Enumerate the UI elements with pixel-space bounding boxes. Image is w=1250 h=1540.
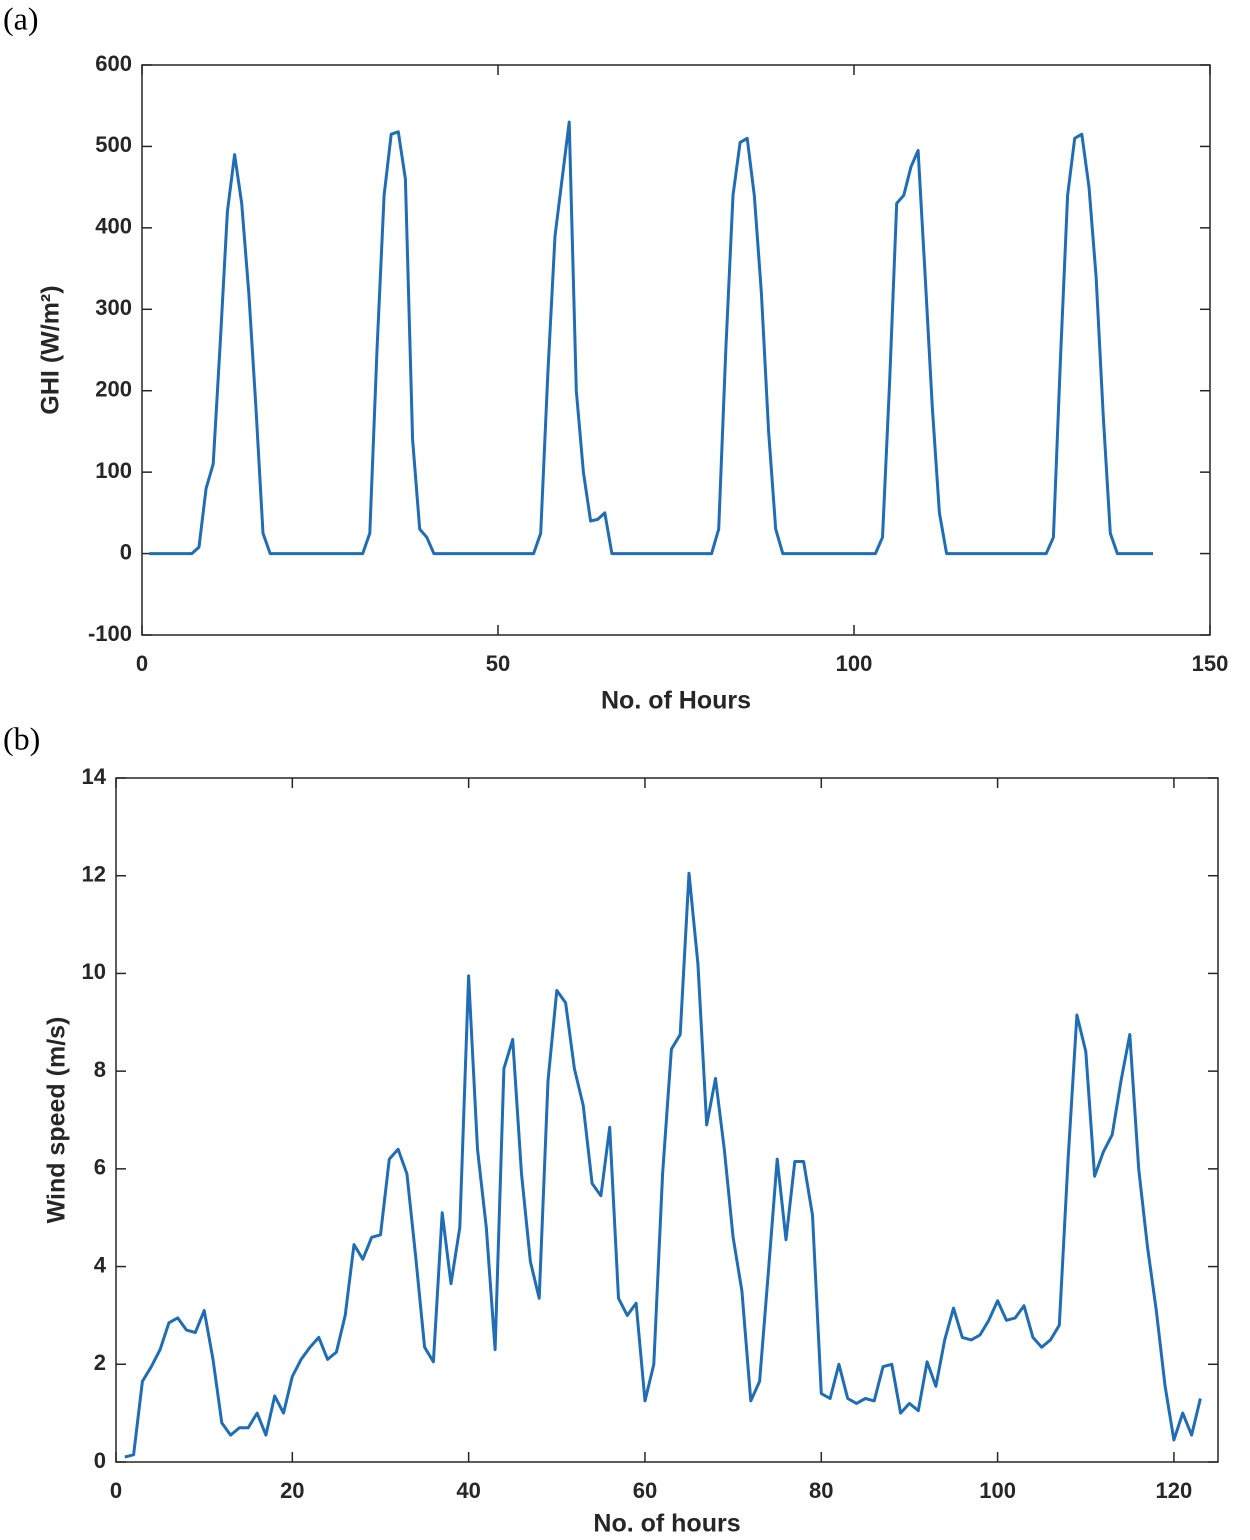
y-tick-label: 200 — [95, 377, 132, 402]
y-tick-label: 12 — [82, 862, 106, 887]
x-tick-label: 80 — [809, 1478, 833, 1503]
panel-label: (a) — [3, 0, 39, 36]
y-tick-label: 2 — [94, 1350, 106, 1375]
y-tick-label: 400 — [95, 214, 132, 239]
y-tick-label: 300 — [95, 295, 132, 320]
y-tick-label: 0 — [94, 1448, 106, 1473]
y-tick-label: 14 — [82, 764, 107, 789]
y-tick-label: 10 — [82, 959, 106, 984]
x-tick-label: 50 — [486, 651, 510, 676]
data-line — [124, 871, 1202, 1459]
y-tick-label: 6 — [94, 1155, 106, 1180]
y-tick-label: 600 — [95, 51, 132, 76]
x-tick-label: 150 — [1192, 651, 1229, 676]
y-tick-label: 4 — [94, 1252, 107, 1277]
x-axis-label: No. of Hours — [601, 687, 751, 715]
y-axis-label: Wind speed (m/s) — [43, 1017, 71, 1224]
y-tick-label: 8 — [94, 1057, 106, 1082]
x-axis-label: No. of hours — [593, 1510, 740, 1538]
y-tick-label: 500 — [95, 132, 132, 157]
axes-box — [141, 64, 1211, 636]
data-line — [149, 120, 1153, 556]
x-tick-label: 60 — [633, 1478, 657, 1503]
x-tick-label: 20 — [280, 1478, 304, 1503]
y-tick-label: -100 — [88, 621, 132, 646]
x-tick-label: 0 — [136, 651, 148, 676]
y-axis-label: GHI (W/m²) — [37, 285, 65, 414]
x-tick-label: 40 — [456, 1478, 480, 1503]
x-tick-label: 120 — [1156, 1478, 1193, 1503]
panel-label: (b) — [3, 720, 40, 756]
x-tick-label: 100 — [836, 651, 873, 676]
axes-box — [115, 777, 1219, 1463]
x-tick-label: 100 — [979, 1478, 1016, 1503]
y-tick-label: 100 — [95, 458, 132, 483]
x-tick-label: 0 — [110, 1478, 122, 1503]
y-tick-label: 0 — [120, 539, 132, 564]
